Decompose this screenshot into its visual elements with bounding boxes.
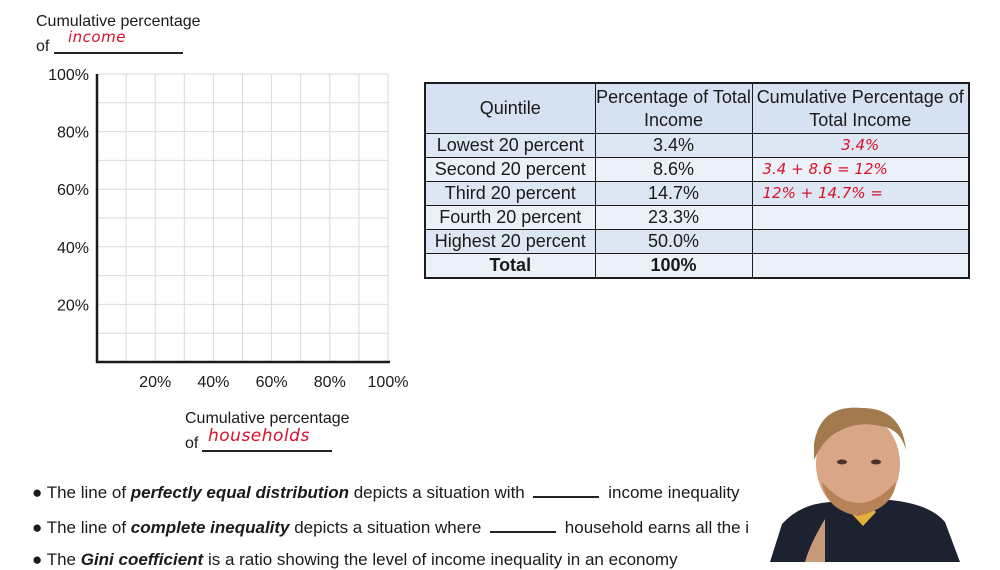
pct-cell: 8.6% <box>594 157 753 182</box>
bullet-text: is a ratio showing the level of income i… <box>203 550 678 569</box>
x-tick-label: 20% <box>139 374 171 391</box>
y-tick-label: 20% <box>57 297 89 314</box>
bullet-text: household earns all the i <box>560 518 750 537</box>
y-tick-label: 60% <box>57 182 89 199</box>
bullet-term: perfectly equal distribution <box>130 483 349 502</box>
table-row: Third 20 percent 14.7% 12% + 14.7% = <box>424 181 970 206</box>
x-tick-label: 100% <box>368 374 409 391</box>
x-axis-blank-line <box>202 450 332 452</box>
lorenz-chart: 20% 40% 60% 80% 100% 100% 80% 60% 40% 20% <box>48 67 409 391</box>
header-quintile: Quintile <box>424 82 596 134</box>
fill-blank <box>533 482 600 498</box>
quintile-cell: Lowest 20 percent <box>424 133 596 158</box>
x-tick-label: 80% <box>314 374 346 391</box>
quintile-cell: Second 20 percent <box>424 157 596 182</box>
bullet-text: The <box>46 550 81 569</box>
cum-cell: 3.4 + 8.6 = 12% <box>751 157 970 182</box>
quintile-cell: Highest 20 percent <box>424 229 596 254</box>
fill-blank <box>490 517 557 533</box>
table-header-row: Quintile Percentage of Total Income Cumu… <box>424 82 970 134</box>
table-row: Highest 20 percent 50.0% <box>424 229 970 254</box>
x-tick-label: 60% <box>256 374 288 391</box>
bullet-text: The line of <box>46 518 131 537</box>
y-axis-blank-line <box>54 52 183 54</box>
table-total-row: Total 100% <box>424 253 970 279</box>
table-row: Lowest 20 percent 3.4% 3.4% <box>424 133 970 158</box>
table-row: Fourth 20 percent 23.3% <box>424 205 970 230</box>
pct-cell: 14.7% <box>594 181 753 206</box>
cum-cell <box>751 229 970 254</box>
bullet-text: depicts a situation where <box>289 518 487 537</box>
quintile-table: Quintile Percentage of Total Income Cumu… <box>424 82 970 279</box>
bullet-term: complete inequality <box>130 518 290 537</box>
pct-cell: 23.3% <box>594 205 753 230</box>
bullet-perfect-equality: ● The line of perfectly equal distributi… <box>32 482 740 502</box>
y-tick-label: 100% <box>48 67 89 84</box>
header-percentage: Percentage of Total Income <box>594 82 753 134</box>
cum-cell: 3.4% <box>751 133 970 158</box>
presenter-video <box>770 407 960 562</box>
y-tick-label: 40% <box>57 240 89 257</box>
header-cumulative: Cumulative Percentage of Total Income <box>751 82 970 134</box>
total-cum-cell <box>751 253 970 279</box>
cum-cell <box>751 205 970 230</box>
cum-cell: 12% + 14.7% = <box>751 181 970 206</box>
quintile-cell: Fourth 20 percent <box>424 205 596 230</box>
bullet-term: Gini coefficient <box>80 550 204 569</box>
bullet-text: The line of <box>46 483 131 502</box>
table-row: Second 20 percent 8.6% 3.4 + 8.6 = 12% <box>424 157 970 182</box>
total-pct-cell: 100% <box>594 253 753 279</box>
pct-cell: 3.4% <box>594 133 753 158</box>
bullet-text: income inequality <box>603 483 740 502</box>
x-axis-handwritten: households <box>208 426 310 446</box>
x-axis-label-prefix: of <box>185 435 199 452</box>
pct-cell: 50.0% <box>594 229 753 254</box>
y-axis-label-prefix: of <box>36 38 50 55</box>
x-tick-label: 40% <box>197 374 229 391</box>
y-axis-label-line1: Cumulative percentage <box>36 13 201 30</box>
bullet-complete-inequality: ● The line of complete inequality depict… <box>32 517 750 537</box>
bullet-gini: ● The Gini coefficient is a ratio showin… <box>32 550 678 569</box>
x-axis-label: Cumulative percentage of <box>185 406 350 456</box>
y-axis-handwritten: income <box>68 28 126 46</box>
total-label-cell: Total <box>424 253 596 279</box>
bullet-text: depicts a situation with <box>349 483 530 502</box>
x-axis-label-line1: Cumulative percentage <box>185 410 350 427</box>
y-axis-label: Cumulative percentage of <box>36 9 201 59</box>
y-tick-label: 80% <box>57 125 89 142</box>
quintile-cell: Third 20 percent <box>424 181 596 206</box>
